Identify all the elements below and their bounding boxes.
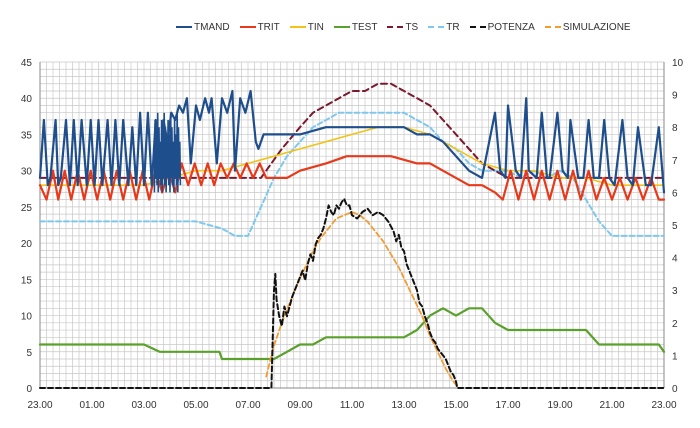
legend-item: TRIT <box>239 20 280 34</box>
y-left-tick-label: 10 <box>21 312 33 323</box>
y-left-tick-label: 45 <box>21 58 33 69</box>
series-line-tmand <box>38 89 666 194</box>
series-potenza <box>39 197 665 389</box>
x-tick-label: 17.00 <box>495 400 520 411</box>
y-right-tick-label: 0 <box>672 384 678 395</box>
y-right-tick-label: 6 <box>672 188 678 199</box>
legend-swatch <box>428 26 445 28</box>
x-tick-label: 01.00 <box>79 400 104 411</box>
y-left-tick-label: 30 <box>21 167 33 178</box>
series-line-tr <box>39 111 665 237</box>
y-right-tick-label: 2 <box>672 319 678 330</box>
series-line-trit <box>38 155 666 201</box>
series-tr <box>39 111 665 237</box>
y-right-tick-label: 9 <box>672 91 678 102</box>
series-dense-tmand <box>153 112 182 193</box>
legend-item: SIMULAZIONE <box>544 20 631 34</box>
legend-label: TR <box>446 21 460 33</box>
legend-label: SIMULAZIONE <box>562 21 631 33</box>
x-tick-label: 11.00 <box>340 400 365 411</box>
x-tick-label: 13.00 <box>391 400 416 411</box>
legend-item: TIN <box>289 20 324 34</box>
y-right-tick-label: 5 <box>672 221 678 232</box>
x-tick-label: 09.00 <box>287 400 312 411</box>
y-left-tick-label: 20 <box>21 239 33 250</box>
legend: TMAND TRIT TIN TEST TS TR POTENZA SIMULAZIONE <box>176 20 631 34</box>
y-right-tick-label: 1 <box>672 351 678 362</box>
series-line-potenza <box>39 197 665 389</box>
legend-item: TMAND <box>176 20 230 34</box>
series-test <box>38 307 666 361</box>
legend-swatch <box>289 26 306 28</box>
legend-swatch <box>469 26 486 28</box>
y-right-tick-label: 7 <box>672 156 678 167</box>
x-tick-label: 15.00 <box>443 400 468 411</box>
legend-label: TS <box>405 21 419 33</box>
legend-label: TRIT <box>257 21 280 33</box>
y-left-tick-label: 0 <box>26 384 32 395</box>
x-tick-label: 05.00 <box>183 400 208 411</box>
legend-item: TEST <box>333 20 378 34</box>
legend-item: TR <box>428 20 460 34</box>
legend-item: POTENZA <box>469 20 535 34</box>
x-tick-label: 19.00 <box>547 400 572 411</box>
legend-label: TIN <box>307 21 324 33</box>
series-tmand <box>38 89 666 194</box>
y-left-tick-label: 15 <box>21 275 33 286</box>
legend-swatch <box>239 26 256 28</box>
y-right-tick-label: 3 <box>672 286 678 297</box>
legend-item: TS <box>387 20 418 34</box>
legend-swatch <box>176 26 192 28</box>
y-left-tick-label: 35 <box>21 130 33 141</box>
x-tick-label: 21.00 <box>599 400 624 411</box>
y-left-tick-label: 5 <box>26 348 32 359</box>
legend-swatch <box>544 26 561 28</box>
legend-label: POTENZA <box>487 21 535 33</box>
y-right-tick-label: 4 <box>672 254 678 265</box>
x-tick-label: 23.00 <box>27 400 52 411</box>
y-left-tick-label: 40 <box>21 94 33 105</box>
legend-label: TEST <box>351 21 378 33</box>
y-left-tick-label: 25 <box>21 203 33 214</box>
legend-swatch <box>387 26 404 28</box>
series-line-test <box>38 307 666 361</box>
x-tick-label: 07.00 <box>235 400 260 411</box>
legend-swatch <box>333 26 350 28</box>
x-tick-label: 03.00 <box>131 400 156 411</box>
y-right-tick-label: 8 <box>672 123 678 134</box>
y-right-tick-label: 10 <box>672 58 684 69</box>
legend-label: TMAND <box>194 21 230 33</box>
series-trit <box>38 155 666 201</box>
x-tick-label: 23.00 <box>651 400 676 411</box>
